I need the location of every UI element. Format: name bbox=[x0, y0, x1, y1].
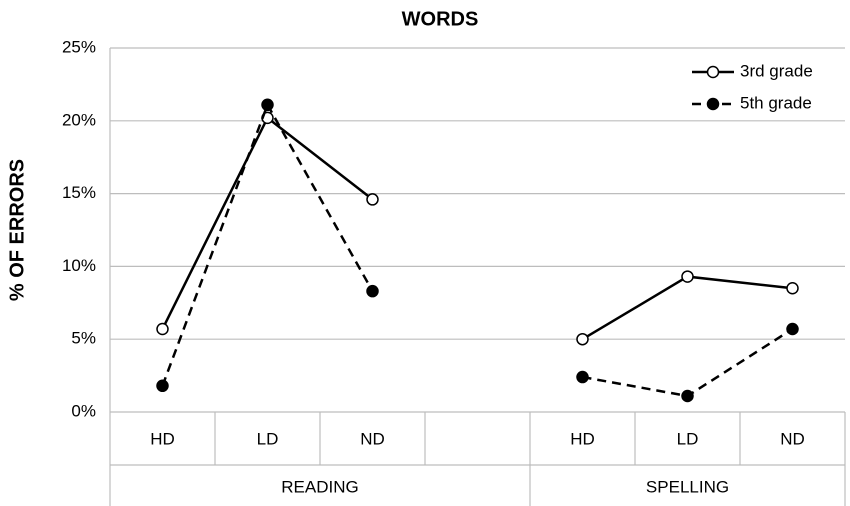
y-axis-title: % OF ERRORS bbox=[6, 159, 28, 301]
x-tick-label: LD bbox=[677, 429, 699, 448]
point bbox=[576, 370, 589, 384]
x-tick-label: HD bbox=[150, 429, 175, 448]
x-tick-label: ND bbox=[780, 429, 805, 448]
y-tick-label: 15% bbox=[62, 183, 96, 202]
point bbox=[786, 281, 799, 295]
legend-marker bbox=[706, 97, 720, 111]
y-tick-label: 25% bbox=[62, 37, 96, 56]
y-tick-label: 0% bbox=[71, 401, 96, 420]
point bbox=[156, 379, 169, 393]
y-tick-label: 10% bbox=[62, 256, 96, 275]
legend-label: 5th grade bbox=[740, 93, 812, 112]
point bbox=[156, 322, 169, 336]
y-tick-label: 5% bbox=[71, 329, 96, 348]
chart-title: WORDS bbox=[402, 8, 479, 30]
point bbox=[261, 98, 274, 112]
point bbox=[366, 193, 379, 206]
point bbox=[786, 322, 799, 336]
point bbox=[366, 284, 379, 298]
x-tick-label: LD bbox=[257, 429, 279, 448]
point bbox=[681, 270, 694, 283]
x-tick-label: ND bbox=[360, 429, 385, 448]
legend-label: 3rd grade bbox=[740, 61, 813, 80]
group-label: SPELLING bbox=[646, 477, 729, 496]
point bbox=[681, 389, 694, 403]
x-tick-label: HD bbox=[570, 429, 595, 448]
point bbox=[576, 332, 589, 346]
series-line bbox=[161, 101, 794, 398]
legend-marker bbox=[706, 65, 720, 79]
group-label: READING bbox=[281, 477, 358, 496]
series-line bbox=[161, 115, 793, 341]
y-tick-label: 20% bbox=[62, 110, 96, 129]
